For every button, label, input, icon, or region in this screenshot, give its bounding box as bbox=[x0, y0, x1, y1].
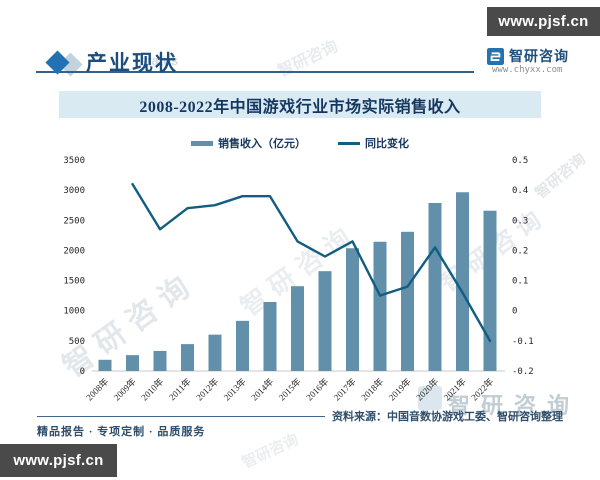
x-axis-label: 2019年 bbox=[386, 376, 413, 403]
site-badge-top: www.pjsf.cn bbox=[487, 7, 600, 36]
footer-tagline: 精品报告 · 专项定制 · 品质服务 bbox=[37, 426, 206, 438]
header-divider bbox=[36, 71, 474, 73]
x-axis-label: 2012年 bbox=[194, 376, 221, 403]
bar-2013年 bbox=[236, 320, 249, 371]
right-axis-tick: -0.2 bbox=[512, 367, 534, 377]
x-axis-label: 2010年 bbox=[139, 376, 166, 403]
bar-2019年 bbox=[401, 231, 414, 371]
brand-name: 智研咨询 bbox=[509, 50, 569, 65]
bar-2021年 bbox=[456, 192, 469, 371]
right-axis-tick: -0.1 bbox=[512, 337, 534, 347]
left-axis-tick: 0 bbox=[80, 367, 85, 377]
right-axis-tick: 0.4 bbox=[512, 186, 528, 196]
bar-2017年 bbox=[346, 248, 359, 371]
x-axis-label: 2017年 bbox=[331, 376, 358, 403]
right-axis-tick: 0.5 bbox=[512, 156, 528, 166]
x-axis-label: 2020年 bbox=[414, 376, 441, 403]
chart-legend: 销售收入（亿元） 同比变化 bbox=[0, 135, 600, 151]
left-axis-tick: 1000 bbox=[63, 307, 85, 317]
bar-2018年 bbox=[373, 241, 387, 371]
bar-2012年 bbox=[208, 334, 222, 371]
legend-bar-swatch bbox=[191, 140, 213, 146]
chart-title-bar: 2008-2022年中国游戏行业市场实际销售收入 bbox=[59, 91, 541, 118]
bar-2014年 bbox=[263, 301, 277, 371]
x-axis-label: 2016年 bbox=[304, 376, 331, 403]
right-axis-tick: 0 bbox=[512, 307, 517, 317]
bar-2008年 bbox=[98, 359, 112, 371]
bar-2016年 bbox=[318, 271, 332, 371]
bar-2015年 bbox=[291, 286, 304, 371]
legend-label: 销售收入（亿元） bbox=[218, 138, 306, 150]
x-axis-label: 2013年 bbox=[221, 376, 248, 403]
x-axis-label: 2021年 bbox=[441, 376, 468, 403]
left-axis-tick: 500 bbox=[69, 337, 85, 347]
left-axis-tick: 2500 bbox=[63, 216, 85, 226]
brand-logo: 智研咨询 bbox=[487, 46, 569, 66]
brand-url: www.chyxx.com bbox=[492, 65, 563, 75]
legend-line-swatch bbox=[338, 141, 360, 145]
source-divider bbox=[37, 416, 325, 417]
x-axis-label: 2014年 bbox=[249, 376, 276, 403]
left-axis-tick: 1500 bbox=[63, 277, 85, 287]
right-axis-tick: 0.3 bbox=[512, 216, 528, 226]
x-axis-label: 2011年 bbox=[166, 376, 193, 403]
bar-2011年 bbox=[181, 344, 194, 371]
x-axis-label: 2018年 bbox=[359, 376, 386, 403]
left-axis-tick: 2000 bbox=[63, 246, 85, 256]
yoy-line bbox=[131, 182, 492, 343]
bar-2020年 bbox=[428, 202, 442, 371]
bar-2022年 bbox=[483, 210, 497, 371]
left-axis-tick: 3000 bbox=[63, 186, 85, 196]
bar-2010年 bbox=[153, 350, 167, 371]
source-text: 资料来源：中国音数协游戏工委、智研咨询整理 bbox=[332, 411, 563, 423]
x-axis-label: 2008年 bbox=[84, 376, 111, 403]
chart-title: 2008-2022年中国游戏行业市场实际销售收入 bbox=[139, 98, 461, 116]
right-axis-tick: 0.1 bbox=[512, 277, 528, 287]
site-badge-bottom: www.pjsf.cn bbox=[0, 444, 117, 477]
legend-item-yoy: 同比变化 bbox=[338, 135, 409, 151]
right-axis-tick: 0.2 bbox=[512, 246, 528, 256]
legend-label: 同比变化 bbox=[365, 138, 409, 150]
x-axis-label: 2022年 bbox=[469, 376, 496, 403]
bar-2009年 bbox=[126, 355, 139, 371]
brand-logo-icon bbox=[487, 47, 504, 65]
section-title: 产业现状 bbox=[86, 51, 178, 75]
left-axis-tick: 3500 bbox=[63, 156, 85, 166]
x-axis-label: 2009年 bbox=[111, 376, 138, 403]
legend-item-revenue: 销售收入（亿元） bbox=[191, 135, 306, 151]
x-axis-label: 2015年 bbox=[276, 376, 303, 403]
